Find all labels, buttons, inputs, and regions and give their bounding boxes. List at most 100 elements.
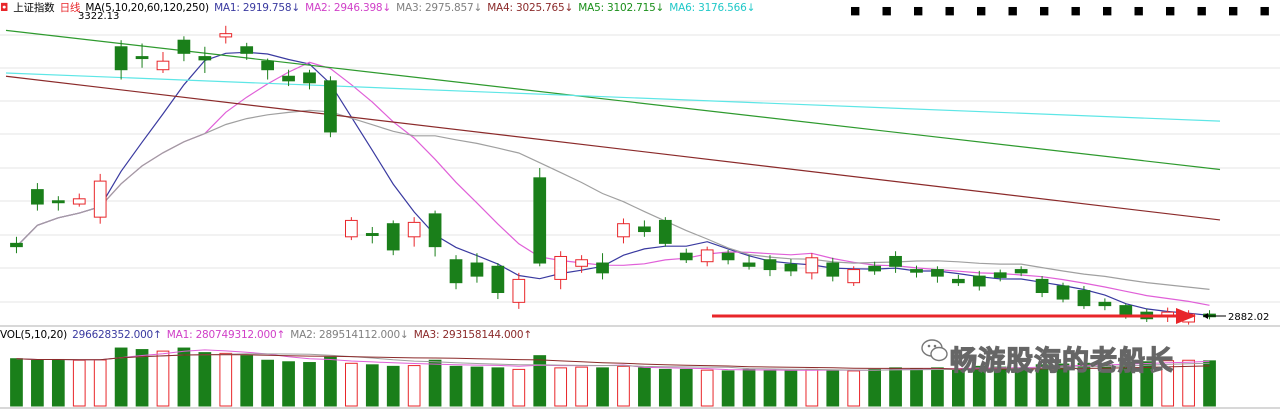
ma5-value: MA5: 3102.715↓ bbox=[578, 2, 665, 14]
volume-bar bbox=[449, 365, 463, 407]
volume-bar bbox=[805, 368, 819, 407]
volume-bar bbox=[1182, 359, 1195, 407]
candle-up bbox=[847, 269, 861, 284]
vol-label: VOL(5,10,20) bbox=[0, 329, 67, 341]
candle-up bbox=[805, 257, 819, 274]
volume-bar bbox=[910, 368, 923, 407]
volume-bar bbox=[533, 355, 547, 407]
candle-down bbox=[910, 269, 923, 273]
candle-down bbox=[889, 255, 902, 267]
header-dot-marker: ■ bbox=[1102, 4, 1112, 17]
candle-down bbox=[533, 177, 547, 264]
volume-bar bbox=[700, 369, 714, 407]
volume-bars bbox=[10, 347, 1216, 407]
candle-down bbox=[1056, 285, 1070, 300]
ma10-line bbox=[16, 61, 1210, 306]
volume-bar bbox=[596, 367, 609, 407]
volume-bar bbox=[51, 358, 65, 407]
candle-up bbox=[575, 259, 588, 267]
candle-down bbox=[282, 75, 295, 82]
candle-down bbox=[114, 46, 128, 71]
volume-bar bbox=[1056, 363, 1070, 407]
volume-bar bbox=[282, 361, 295, 407]
volume-bar bbox=[428, 359, 442, 407]
candle-down bbox=[1077, 290, 1091, 307]
volume-bar bbox=[847, 370, 861, 407]
period-label[interactable]: 日线 bbox=[59, 2, 81, 14]
volume-bar bbox=[868, 368, 881, 407]
vol-ma2: MA2: 289514112.000↓ bbox=[290, 329, 409, 341]
candle-up bbox=[554, 255, 568, 280]
volume-bar bbox=[261, 359, 274, 407]
ma250-line bbox=[5, 72, 1221, 122]
high-price-label: 3322.13 bbox=[78, 11, 119, 22]
vol-ma1: MA1: 280749312.000↑ bbox=[166, 329, 286, 341]
volume-bar bbox=[575, 366, 588, 407]
candle-down bbox=[386, 223, 400, 251]
candlesticks bbox=[10, 25, 1216, 325]
low-price-label: 2882.02 bbox=[1228, 312, 1269, 323]
candle-down bbox=[679, 252, 693, 261]
candle-down bbox=[261, 60, 274, 71]
candle-up bbox=[219, 33, 233, 38]
candle-up bbox=[407, 221, 421, 238]
index-name[interactable]: 上证指数 bbox=[13, 2, 55, 14]
header-dot-marker: ■ bbox=[1039, 4, 1049, 17]
candle-down bbox=[491, 265, 505, 294]
candle-down bbox=[742, 262, 756, 267]
candle-down bbox=[1098, 301, 1112, 307]
candle-down bbox=[721, 252, 735, 261]
volume-bar bbox=[114, 347, 128, 407]
volume-bar bbox=[658, 368, 672, 407]
index-icon[interactable]: ◘ bbox=[0, 2, 9, 14]
candle-up bbox=[700, 249, 714, 263]
volume-bar bbox=[1119, 362, 1133, 407]
ma-params: MA(5,10,20,60,120,250) bbox=[85, 2, 209, 14]
candle-down bbox=[1119, 305, 1133, 316]
header-dot-marker: ■ bbox=[1260, 4, 1270, 17]
ma1-value: MA1: 2919.758↓ bbox=[214, 2, 300, 14]
candle-down bbox=[1014, 269, 1028, 274]
red-arrow-head bbox=[1176, 308, 1196, 324]
volume-bar bbox=[721, 370, 735, 407]
ma3-value: MA3: 2975.857↓ bbox=[396, 2, 483, 14]
volume-bar bbox=[931, 367, 944, 407]
candle-up bbox=[512, 278, 526, 303]
volume-bar bbox=[177, 347, 191, 407]
wechat-logo-icon bbox=[921, 339, 948, 362]
candle-down bbox=[51, 200, 65, 204]
ma6-value: MA6: 3176.566↓ bbox=[669, 2, 756, 14]
price-indicator-header: ◘ 上证指数 日线 MA(5,10,20,60,120,250) MA1: 29… bbox=[0, 0, 757, 15]
candle-down bbox=[31, 189, 44, 205]
candle-down bbox=[470, 262, 484, 277]
header-dot-marker: ■ bbox=[882, 4, 892, 17]
volume-bar bbox=[784, 370, 798, 407]
volume-bar bbox=[1140, 361, 1154, 407]
candle-down bbox=[324, 80, 337, 133]
candle-down bbox=[449, 259, 463, 284]
candle-down bbox=[1035, 278, 1049, 294]
moving-average-lines bbox=[5, 29, 1221, 316]
volume-bar bbox=[889, 367, 902, 407]
volume-bar bbox=[512, 368, 526, 407]
candle-down bbox=[240, 46, 254, 54]
ma2-value: MA2: 2946.398↓ bbox=[305, 2, 392, 14]
header-dot-marker: ■ bbox=[1197, 4, 1207, 17]
ma5-line bbox=[16, 51, 1210, 316]
ma4-value: MA4: 3025.765↓ bbox=[487, 2, 574, 14]
candle-down bbox=[931, 269, 944, 277]
header-dot-marker: ■ bbox=[976, 4, 986, 17]
candle-up bbox=[617, 223, 630, 238]
volume-bar bbox=[345, 362, 358, 407]
candle-down bbox=[428, 213, 442, 248]
vol-ma20-line bbox=[16, 354, 1210, 370]
volume-indicator-header: VOL(5,10,20) 296628352.000↑ MA1: 2807493… bbox=[0, 329, 534, 341]
volume-bar bbox=[972, 365, 986, 407]
candle-down bbox=[135, 56, 149, 60]
volume-bar bbox=[1203, 360, 1216, 407]
volume-bar bbox=[156, 350, 170, 407]
header-dot-marker: ■ bbox=[1165, 4, 1175, 17]
volume-bar bbox=[1161, 360, 1175, 407]
candle-down bbox=[763, 259, 777, 271]
candle-down bbox=[177, 39, 191, 54]
